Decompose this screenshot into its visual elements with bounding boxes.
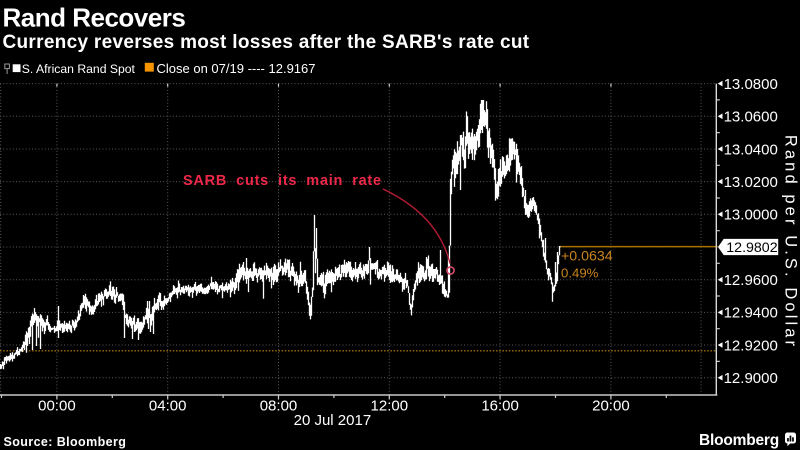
svg-text:13.0400: 13.0400	[724, 141, 778, 158]
svg-text:SARB cuts its main rate: SARB cuts its main rate	[183, 173, 382, 189]
svg-text:Close on 07/19 ---- 12.9167: Close on 07/19 ---- 12.9167	[157, 61, 316, 76]
svg-text:12.9000: 12.9000	[724, 370, 778, 387]
svg-text:20 Jul 2017: 20 Jul 2017	[294, 412, 372, 429]
svg-text:Bloomberg: Bloomberg	[699, 432, 779, 449]
svg-text:13.0800: 13.0800	[724, 76, 778, 93]
svg-text:12:00: 12:00	[371, 398, 409, 415]
svg-text:S. African Rand Spot: S. African Rand Spot	[22, 62, 136, 76]
svg-text:00:00: 00:00	[38, 398, 76, 415]
svg-text:12.9200: 12.9200	[724, 337, 778, 354]
svg-text:Rand Recovers: Rand Recovers	[3, 3, 186, 33]
svg-text:Source: Bloomberg: Source: Bloomberg	[4, 435, 127, 449]
svg-text:04:00: 04:00	[149, 398, 187, 415]
svg-text:20:00: 20:00	[592, 398, 630, 415]
svg-text:+0.0634: +0.0634	[561, 249, 613, 265]
svg-text:16:00: 16:00	[481, 398, 519, 415]
svg-text:13.0200: 13.0200	[724, 174, 778, 191]
svg-text:Rand per U.S. Dollar: Rand per U.S. Dollar	[782, 135, 800, 349]
svg-text:Currency reverses most losses: Currency reverses most losses after the …	[3, 32, 530, 53]
svg-text:0.49%: 0.49%	[561, 266, 599, 281]
svg-text:13.0600: 13.0600	[724, 109, 778, 126]
svg-text:12.9400: 12.9400	[724, 305, 778, 322]
svg-text:08:00: 08:00	[260, 398, 298, 415]
svg-text:13.0000: 13.0000	[724, 207, 778, 224]
svg-text:12.9802: 12.9802	[726, 240, 777, 256]
svg-text:12.9600: 12.9600	[724, 272, 778, 289]
